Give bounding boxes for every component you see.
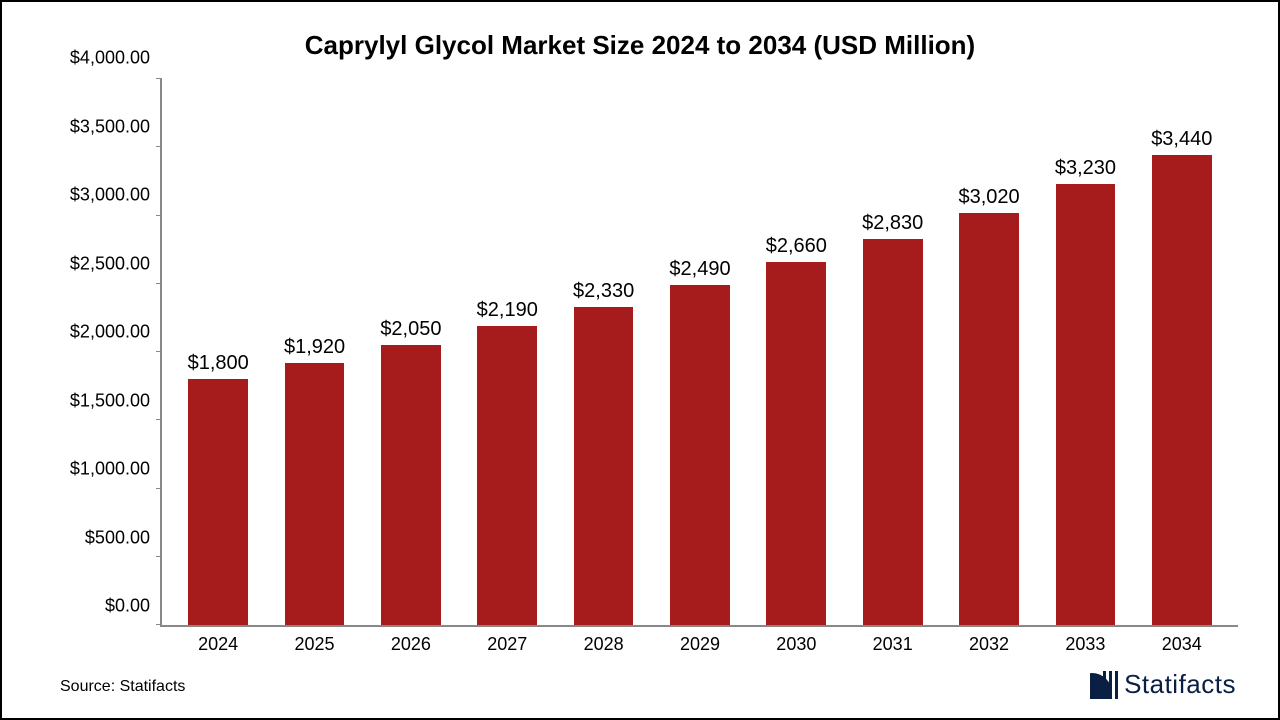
- bar-slot: $2,0502026: [363, 79, 459, 625]
- bar-slot: $2,1902027: [459, 79, 555, 625]
- y-tick-label: $4,000.00: [70, 48, 150, 69]
- bar: [477, 326, 537, 625]
- bar-data-label: $1,920: [284, 336, 345, 359]
- bar-slot: $1,8002024: [170, 79, 266, 625]
- bar-data-label: $2,190: [477, 299, 538, 322]
- bar: [574, 307, 634, 625]
- brand-logo: Statifacts: [1090, 669, 1236, 700]
- chart-area: $0.00 $500.00 $1,000.00 $1,500.00 $2,000.00 $…: [42, 79, 1238, 627]
- x-tick-label: 2026: [391, 634, 431, 655]
- source-text: Source: Statifacts: [60, 678, 185, 696]
- x-tick-label: 2027: [487, 634, 527, 655]
- bar-data-label: $3,440: [1151, 128, 1212, 151]
- bar: [285, 363, 345, 625]
- bar: [863, 239, 923, 625]
- x-tick-label: 2032: [969, 634, 1009, 655]
- y-tick-label: $2,500.00: [70, 253, 150, 274]
- y-tick-label: $0.00: [105, 596, 150, 617]
- bar-data-label: $3,230: [1055, 157, 1116, 180]
- bar-data-label: $2,830: [862, 212, 923, 235]
- bar-slot: $3,0202032: [941, 79, 1037, 625]
- bar-slot: $3,2302033: [1037, 79, 1133, 625]
- y-tick-label: $3,000.00: [70, 185, 150, 206]
- y-tick-label: $500.00: [85, 527, 150, 548]
- bar-data-label: $2,330: [573, 280, 634, 303]
- y-tick-label: $1,500.00: [70, 390, 150, 411]
- bar-slot: $1,9202025: [266, 79, 362, 625]
- bar: [1152, 155, 1212, 625]
- bar: [670, 285, 730, 625]
- chart-title: Caprylyl Glycol Market Size 2024 to 2034…: [42, 30, 1238, 61]
- bar-data-label: $2,490: [669, 258, 730, 281]
- bar: [959, 213, 1019, 625]
- x-tick-label: 2029: [680, 634, 720, 655]
- bar-slot: $3,4402034: [1134, 79, 1230, 625]
- bar-data-label: $2,660: [766, 235, 827, 258]
- bar: [381, 345, 441, 625]
- y-tick-label: $3,500.00: [70, 116, 150, 137]
- plot-area: $1,8002024$1,9202025$2,0502026$2,1902027…: [160, 79, 1238, 627]
- y-tick-label: $1,000.00: [70, 459, 150, 480]
- x-tick-label: 2028: [584, 634, 624, 655]
- brand-logo-text: Statifacts: [1124, 669, 1236, 700]
- bar-slot: $2,3302028: [555, 79, 651, 625]
- y-axis: $0.00 $500.00 $1,000.00 $1,500.00 $2,000.00 $…: [42, 79, 160, 627]
- x-tick-label: 2030: [776, 634, 816, 655]
- bar-data-label: $2,050: [380, 318, 441, 341]
- x-tick-label: 2034: [1162, 634, 1202, 655]
- x-tick-label: 2024: [198, 634, 238, 655]
- x-tick-label: 2033: [1065, 634, 1105, 655]
- bar-data-label: $1,800: [188, 352, 249, 375]
- bar-data-label: $3,020: [958, 186, 1019, 209]
- x-tick-label: 2025: [295, 634, 335, 655]
- brand-logo-mark: [1090, 671, 1118, 699]
- bar-slot: $2,8302031: [845, 79, 941, 625]
- x-tick-label: 2031: [873, 634, 913, 655]
- y-tick-label: $2,000.00: [70, 322, 150, 343]
- bar: [1056, 184, 1116, 625]
- bar-slot: $2,4902029: [652, 79, 748, 625]
- chart-frame: Caprylyl Glycol Market Size 2024 to 2034…: [0, 0, 1280, 720]
- bar: [188, 379, 248, 625]
- bars-container: $1,8002024$1,9202025$2,0502026$2,1902027…: [162, 79, 1238, 625]
- bar-slot: $2,6602030: [748, 79, 844, 625]
- bar: [766, 262, 826, 625]
